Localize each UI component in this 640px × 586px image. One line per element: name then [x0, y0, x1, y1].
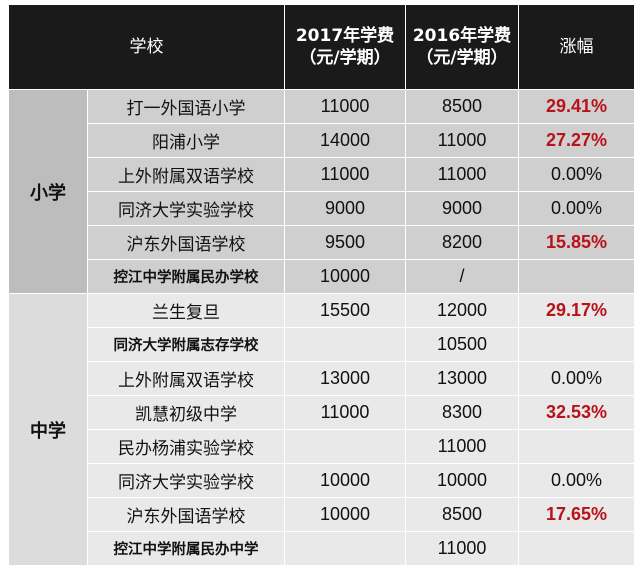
- fee-2017-cell: [284, 531, 406, 566]
- school-name-cell: 沪东外国语学校: [87, 497, 285, 532]
- fee-2016-cell: 13000: [405, 361, 519, 396]
- header-fee-2016: 2016年学费 （元/学期）: [405, 4, 519, 90]
- fee-2017-cell: 9500: [284, 225, 406, 260]
- change-cell: [518, 327, 635, 362]
- school-name-cell: 控江中学附属民办中学: [87, 531, 285, 566]
- fee-2017-cell: 15500: [284, 293, 406, 328]
- change-cell: 29.41%: [518, 89, 635, 124]
- fee-2017-cell: 11000: [284, 89, 406, 124]
- fee-2016-cell: 8300: [405, 395, 519, 430]
- change-cell: [518, 259, 635, 294]
- change-cell: 0.00%: [518, 191, 635, 226]
- change-cell: 32.53%: [518, 395, 635, 430]
- fee-2017-cell: [284, 327, 406, 362]
- fee-2016-cell: 10000: [405, 463, 519, 498]
- fee-2016-cell: 9000: [405, 191, 519, 226]
- school-name-cell: 打一外国语小学: [87, 89, 285, 124]
- table-row: 控江中学附属民办中学 11000: [9, 531, 635, 566]
- table-row: 上外附属双语学校 11000 11000 0.00%: [9, 157, 635, 192]
- table-header: 学校 2017年学费 （元/学期） 2016年学费 （元/学期） 涨幅: [8, 4, 635, 90]
- fee-2016-cell: 8200: [405, 225, 519, 260]
- change-cell: 0.00%: [518, 463, 635, 498]
- change-cell: [518, 531, 635, 566]
- table-row: 同济大学附属志存学校 10500: [9, 327, 635, 362]
- category-cell: 小学: [8, 89, 88, 294]
- table-row: 小学 打一外国语小学 11000 8500 29.41%: [8, 89, 635, 294]
- school-name-cell: 同济大学实验学校: [87, 463, 285, 498]
- school-name-cell: 上外附属双语学校: [87, 157, 285, 192]
- fee-2017-cell: 10000: [284, 259, 406, 294]
- table-body: 小学 打一外国语小学 11000 8500 29.41% 阳浦小学 14000 11000 27…: [8, 89, 635, 566]
- change-cell: 0.00%: [518, 157, 635, 192]
- header-fee-2016-line2: （元/学期）: [416, 48, 508, 68]
- fee-2017-cell: 14000: [284, 123, 406, 158]
- table-row: 沪东外国语学校 9500 8200 15.85%: [9, 225, 635, 260]
- table-row: 同济大学实验学校 10000 10000 0.00%: [9, 463, 635, 498]
- table-row: 同济大学实验学校 9000 9000 0.00%: [9, 191, 635, 226]
- school-name-cell: 上外附属双语学校: [87, 361, 285, 396]
- change-cell: 17.65%: [518, 497, 635, 532]
- table-row: 凯慧初级中学 11000 8300 32.53%: [9, 395, 635, 430]
- fee-2016-cell: 11000: [405, 429, 519, 464]
- fee-2017-cell: [284, 429, 406, 464]
- school-name-cell: 沪东外国语学校: [87, 225, 285, 260]
- header-fee-2017-line1: 2017年学费: [295, 26, 395, 46]
- school-name-cell: 民办杨浦实验学校: [87, 429, 285, 464]
- header-row: 学校 2017年学费 （元/学期） 2016年学费 （元/学期） 涨幅: [8, 4, 635, 90]
- change-cell: [518, 429, 635, 464]
- school-name-cell: 兰生复旦: [87, 293, 285, 328]
- tuition-table: 学校 2017年学费 （元/学期） 2016年学费 （元/学期） 涨幅 小学 打一…: [8, 4, 635, 566]
- school-name-cell: 同济大学实验学校: [87, 191, 285, 226]
- fee-2016-cell: 10500: [405, 327, 519, 362]
- table-row: 沪东外国语学校 10000 8500 17.65%: [9, 497, 635, 532]
- fee-2016-cell: 12000: [405, 293, 519, 328]
- school-name-cell: 阳浦小学: [87, 123, 285, 158]
- table-row: 阳浦小学 14000 11000 27.27%: [9, 123, 635, 158]
- fee-2016-cell: 8500: [405, 89, 519, 124]
- category-cell: 中学: [8, 293, 88, 566]
- change-cell: 29.17%: [518, 293, 635, 328]
- change-cell: 15.85%: [518, 225, 635, 260]
- fee-2017-cell: 11000: [284, 395, 406, 430]
- table-row: 民办杨浦实验学校 11000: [9, 429, 635, 464]
- header-fee-2017: 2017年学费 （元/学期）: [284, 4, 406, 90]
- fee-2017-cell: 10000: [284, 497, 406, 532]
- fee-2016-cell: 11000: [405, 531, 519, 566]
- fee-2017-cell: 13000: [284, 361, 406, 396]
- table-row: 中学 兰生复旦 15500 12000 29.17%: [8, 293, 635, 566]
- header-fee-2017-line2: （元/学期）: [299, 48, 391, 68]
- fee-2017-cell: 9000: [284, 191, 406, 226]
- fee-2016-cell: 11000: [405, 123, 519, 158]
- header-school: 学校: [8, 4, 285, 90]
- change-cell: 27.27%: [518, 123, 635, 158]
- table-row: 控江中学附属民办学校 10000/: [9, 259, 635, 294]
- fee-2016-cell: 11000: [405, 157, 519, 192]
- fee-2017-cell: 10000: [284, 463, 406, 498]
- fee-2016-cell: /: [405, 259, 519, 294]
- school-name-cell: 控江中学附属民办学校: [87, 259, 285, 294]
- fee-2017-cell: 11000: [284, 157, 406, 192]
- table-row: 上外附属双语学校 13000 13000 0.00%: [9, 361, 635, 396]
- header-fee-2016-line1: 2016年学费: [412, 26, 512, 46]
- fee-2016-cell: 8500: [405, 497, 519, 532]
- school-name-cell: 凯慧初级中学: [87, 395, 285, 430]
- header-change: 涨幅: [518, 4, 635, 90]
- school-name-cell: 同济大学附属志存学校: [87, 327, 285, 362]
- change-cell: 0.00%: [518, 361, 635, 396]
